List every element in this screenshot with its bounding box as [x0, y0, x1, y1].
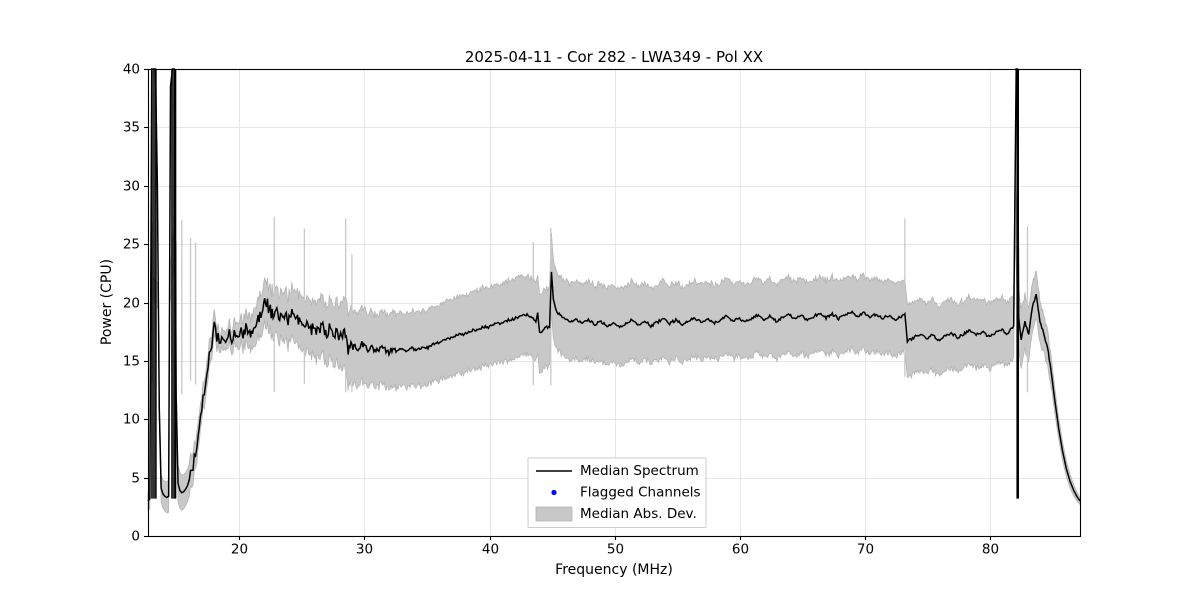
legend-frame: [527, 457, 707, 528]
axes-frame: [147, 68, 1082, 538]
legend-entry-label: Median Spectrum: [580, 463, 699, 479]
y-tick-label: 40: [123, 62, 140, 78]
chart-legend[interactable]: Median Spectrum Flagged Channels Median Ab…: [527, 457, 707, 528]
axes-spines: [147, 68, 1082, 538]
y-axis-ticks: 0 5 10 15 20 25 30 35 40: [123, 62, 148, 545]
y-tick-label: 15: [123, 354, 140, 370]
y-tick-label: 35: [123, 120, 140, 136]
x-tick-label: 70: [857, 542, 874, 558]
x-tick-label: 80: [982, 542, 999, 558]
y-tick-label: 0: [131, 529, 140, 545]
legend-entry-label: Flagged Channels: [580, 485, 701, 501]
median-spectrum-group: [147, 68, 1081, 502]
x-tick-label: 60: [732, 542, 749, 558]
y-tick-label: 20: [123, 296, 140, 312]
legend-marker-swatch: [551, 489, 557, 496]
y-tick-label: 25: [123, 237, 140, 253]
median-spectrum-line: [147, 68, 1081, 502]
y-tick-label: 5: [131, 471, 140, 487]
x-tick-label: 50: [607, 542, 624, 558]
y-axis-title: Power (CPU): [99, 259, 115, 345]
x-axis-ticks: 20 30 40 50 60 70 80: [231, 536, 999, 558]
x-axis-title: Frequency (MHz): [555, 562, 673, 578]
chart-title: 2025-04-11 - Cor 282 - LWA349 - Pol XX: [465, 48, 763, 66]
x-tick-label: 20: [231, 542, 248, 558]
legend-entry-label: Median Abs. Dev.: [580, 506, 697, 522]
x-tick-label: 40: [482, 542, 499, 558]
y-tick-label: 10: [123, 412, 140, 428]
x-tick-label: 30: [356, 542, 373, 558]
legend-patch-swatch: [535, 506, 573, 522]
y-tick-label: 30: [123, 179, 140, 195]
